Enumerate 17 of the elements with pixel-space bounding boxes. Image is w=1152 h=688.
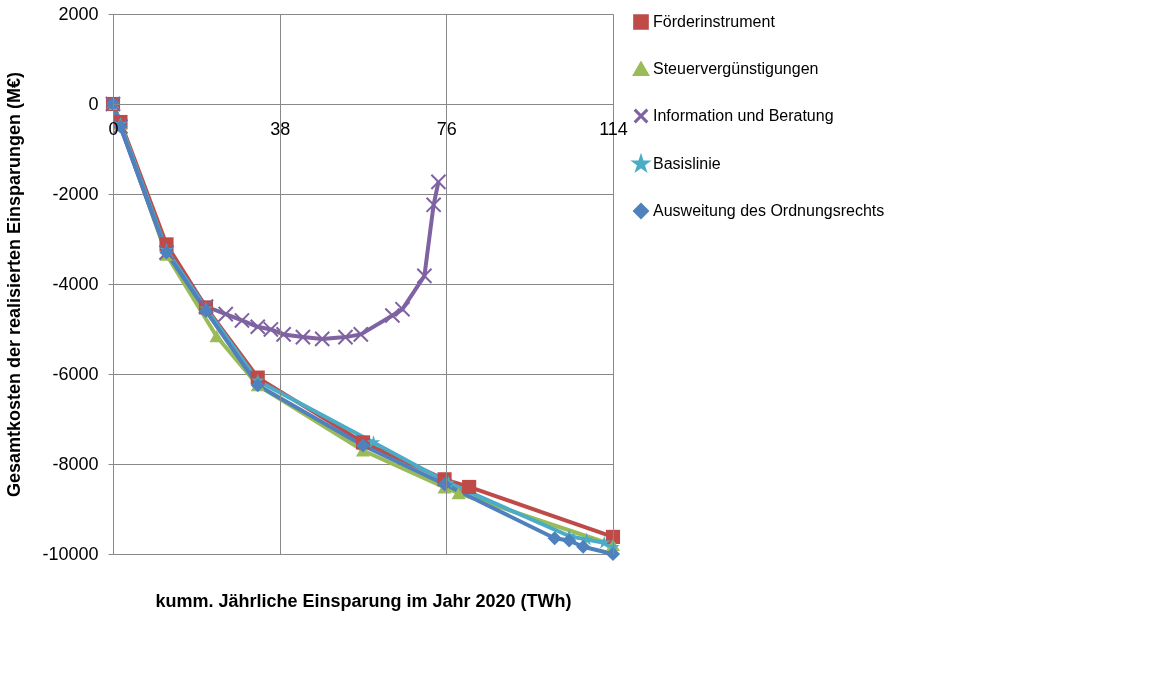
x-tick-label: 76 bbox=[436, 118, 457, 139]
x-axis-title: kumm. Jährliche Einsparung im Jahr 2020 (TWh) bbox=[155, 590, 572, 611]
y-tick-label: -4000 bbox=[52, 273, 99, 294]
y-tick-label: -8000 bbox=[52, 453, 99, 474]
legend-label: Steuervergünstigungen bbox=[653, 60, 819, 77]
y-tick-label: -6000 bbox=[52, 363, 99, 384]
legend-label: Information und Beratung bbox=[653, 107, 834, 124]
y-tick-label: -2000 bbox=[52, 183, 99, 204]
x-tick-label: 38 bbox=[270, 118, 291, 139]
y-tick-label: 2000 bbox=[58, 3, 99, 24]
legend-label: Ausweitung des Ordnungsrechts bbox=[653, 202, 885, 219]
y-tick-label: 0 bbox=[88, 93, 99, 114]
x-tick-label: 114 bbox=[599, 118, 628, 139]
y-tick-label: -10000 bbox=[42, 543, 99, 564]
legend-label: Basislinie bbox=[653, 155, 721, 172]
y-axis-title: Gesamtkosten der realisierten Einsparungen (M€) bbox=[4, 71, 25, 498]
legend-label: Förderinstrument bbox=[653, 13, 776, 30]
